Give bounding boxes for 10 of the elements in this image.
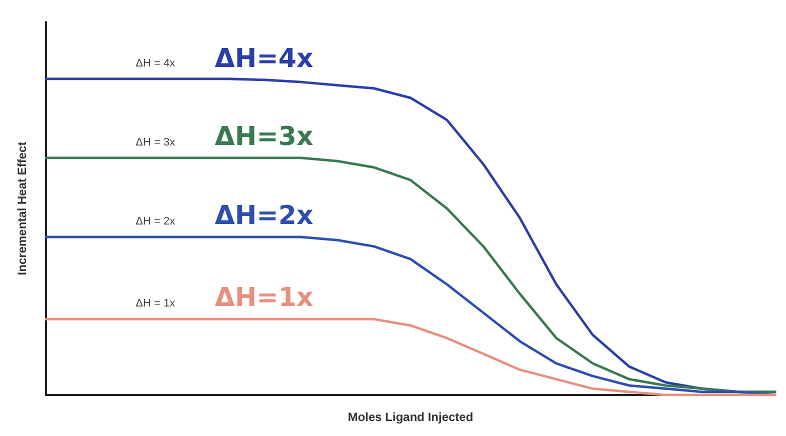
text: ΔH = 4x xyxy=(136,57,176,70)
series-label: ΔH=3x xyxy=(214,122,314,152)
annotation: ΔH = 2x xyxy=(136,215,176,228)
annotation: ΔH = 3x xyxy=(136,136,176,148)
series-label: ΔH=1x xyxy=(214,283,314,314)
x-axis-title: Moles Ligand Injected xyxy=(348,410,474,424)
series-label: ΔH=4x xyxy=(214,44,314,74)
annotation: ΔH = 1x xyxy=(136,298,176,310)
series-label: ΔH=2x xyxy=(214,200,314,231)
y-axis-title: Incremental Heat Effect xyxy=(15,142,29,276)
